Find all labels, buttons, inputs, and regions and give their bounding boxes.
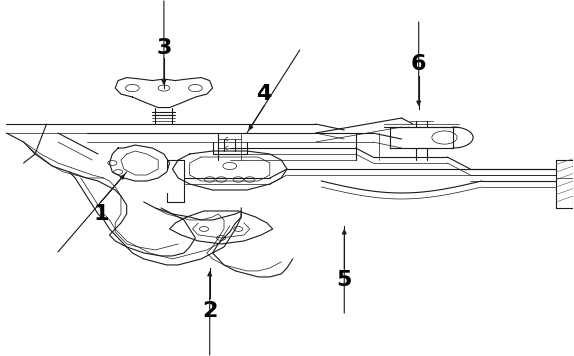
Text: c: c: [225, 136, 229, 142]
Text: 3: 3: [156, 38, 172, 58]
Text: 1: 1: [93, 204, 108, 224]
Text: 2: 2: [202, 302, 218, 321]
Text: 5: 5: [336, 270, 352, 290]
Text: c: c: [225, 145, 229, 151]
Text: 4: 4: [257, 84, 272, 104]
Text: 6: 6: [411, 54, 426, 74]
